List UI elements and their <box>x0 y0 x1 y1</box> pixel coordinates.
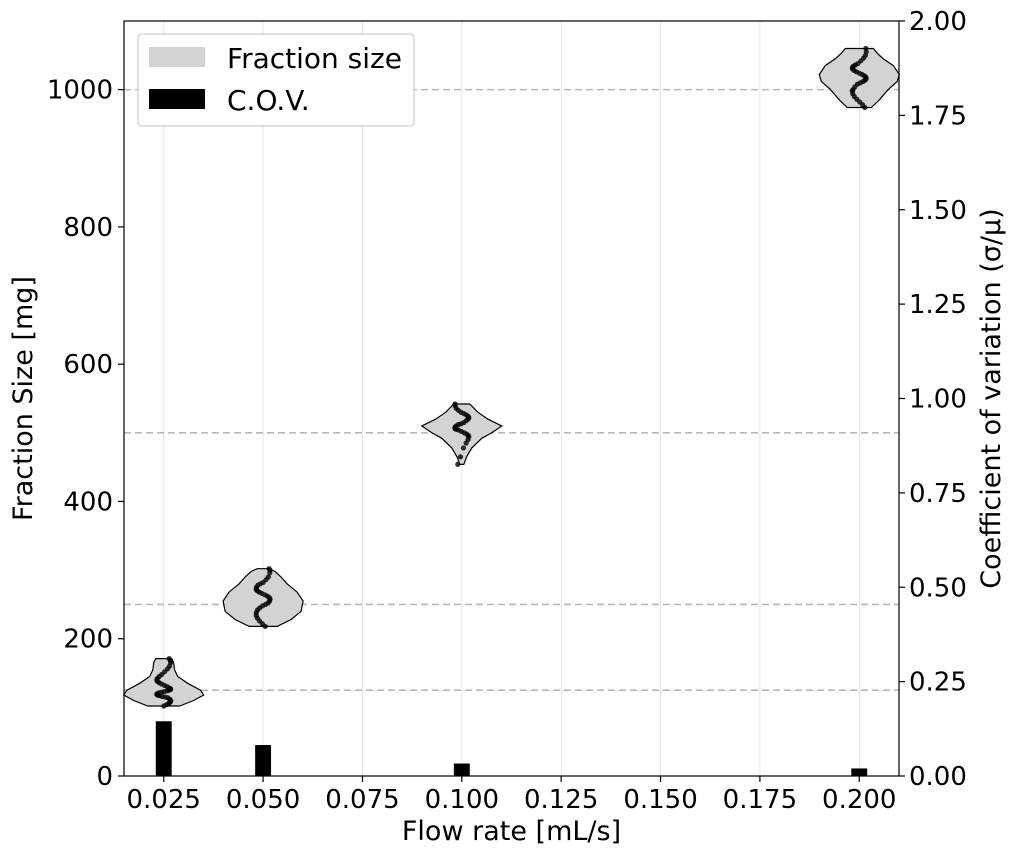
cov-bar <box>851 768 868 776</box>
y-right-tick-label: 1.25 <box>909 290 967 320</box>
y-right-tick-label: 1.50 <box>909 196 967 226</box>
y-axis-left-label: Fraction Size [mg] <box>8 276 39 521</box>
data-points <box>154 45 869 709</box>
legend: Fraction size C.O.V. <box>137 33 415 127</box>
x-axis-label: Flow rate [mL/s] <box>402 816 621 847</box>
y-left-tick-label: 1000 <box>47 76 113 106</box>
legend-label-cov: C.O.V. <box>227 84 310 117</box>
legend-swatch-fraction-size <box>149 47 205 67</box>
legend-swatch-cov <box>149 89 205 109</box>
violins <box>122 47 900 707</box>
x-tick-label: 0.075 <box>325 785 399 815</box>
y-right-tick-label: 0.75 <box>909 479 967 509</box>
y-left-tick-label: 0 <box>96 762 113 792</box>
legend-label-fraction-size: Fraction size <box>227 42 402 75</box>
data-point <box>460 445 467 451</box>
grid-layer <box>163 21 860 776</box>
cov-bar <box>155 721 172 776</box>
x-tick-label: 0.175 <box>723 785 797 815</box>
cov-bar <box>453 763 470 776</box>
cov-bar <box>255 745 272 776</box>
y-axis-right-label: Coefficient of variation (σ/μ) <box>976 208 1007 588</box>
y-right-tick-label: 0.50 <box>909 573 967 603</box>
y-right-tick-label: 0.25 <box>909 668 967 698</box>
axes <box>118 20 905 782</box>
y-right-tick-label: 1.75 <box>909 101 967 131</box>
tick-labels: 0.025 0.050 0.075 0.100 0.125 0.150 0.175 0.200… <box>47 7 967 815</box>
data-point <box>455 461 461 467</box>
legend-box <box>137 33 415 127</box>
reference-lines <box>124 88 899 692</box>
y-left-tick-label: 200 <box>63 625 113 655</box>
y-right-tick-label: 0.00 <box>909 762 967 792</box>
y-left-tick-label: 400 <box>63 487 113 517</box>
x-tick-label: 0.025 <box>127 785 201 815</box>
y-right-tick-label: 1.00 <box>909 385 967 415</box>
violin-body <box>818 47 900 109</box>
x-tick-label: 0.150 <box>623 785 697 815</box>
x-tick-label: 0.125 <box>524 785 598 815</box>
data-point <box>166 656 172 662</box>
x-tick-label: 0.050 <box>226 785 300 815</box>
data-point <box>863 45 869 52</box>
data-point <box>452 401 458 407</box>
data-point <box>266 566 272 572</box>
violin-body <box>222 568 304 627</box>
x-tick-label: 0.200 <box>822 785 896 815</box>
y-right-tick-label: 2.00 <box>909 7 967 37</box>
y-left-tick-label: 600 <box>63 350 113 380</box>
data-point <box>457 454 464 460</box>
data-point <box>265 574 271 580</box>
x-tick-label: 0.100 <box>425 785 499 815</box>
plot-frame <box>123 20 900 777</box>
y-left-tick-label: 800 <box>63 213 113 243</box>
cov-bars <box>155 721 868 776</box>
